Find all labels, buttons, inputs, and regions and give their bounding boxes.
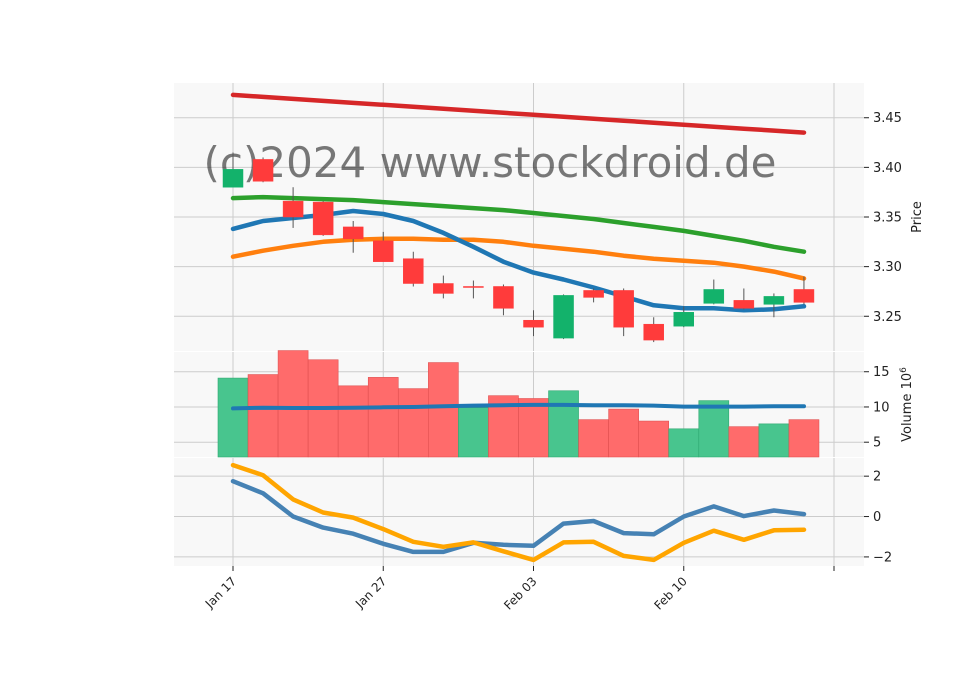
volume-bar [277,350,309,458]
x-tick-label: Jan 17 [202,574,239,611]
candle-up [553,295,574,339]
volume-axis-label: Volume 106 [899,367,915,442]
y-tick-label: 2 [873,470,881,485]
volume-axis-exponent: 6 [899,367,909,373]
candle-down [312,201,334,236]
y-tick-label: 3.35 [873,211,902,226]
price-axis-label: Price [910,201,925,233]
volume-bar [518,398,549,458]
y-tick-label: 3.45 [873,111,902,126]
candle-down [733,300,755,309]
candle-down [282,200,304,218]
price-plot [222,92,815,343]
x-tick-label: Feb 10 [651,574,689,612]
candle-up [673,312,694,327]
volume-bar [668,428,700,458]
volume-bar [578,419,609,458]
volume-bar [337,385,369,458]
candle-down [342,226,364,240]
y-tick-label: 5 [873,436,881,451]
x-tick-label: Feb 03 [501,574,539,612]
signal-line [230,462,807,563]
y-tick-label: 0 [873,510,881,525]
volume-bar [217,377,249,458]
y-tick-label: −2 [873,550,892,565]
volume-bar [728,426,760,458]
volume-bar [247,374,279,458]
y-tick-label: 10 [873,400,890,415]
candle-down [523,319,544,328]
candle-down [433,283,454,294]
candle-down [373,240,394,262]
volume-bar [788,419,820,458]
candle-down [463,286,484,288]
volume-bar [397,388,429,458]
volume-bar [638,420,670,458]
watermark: (c)2024 www.stockdroid.de [204,138,777,187]
y-tick-label: 15 [873,365,890,380]
volume-average-line [231,402,806,411]
volume-bar [608,408,639,458]
volume-bar [367,377,399,458]
candle-down [493,286,514,309]
indicator-plot [230,462,807,563]
x-tick-label: Jan 27 [352,574,389,611]
moving-average-line [230,236,807,281]
candle-down [793,289,815,303]
y-tick-label: 3.25 [873,310,902,325]
candle-up [703,289,725,304]
volume-plot [217,350,820,458]
macd-line [230,478,807,555]
moving-average-line [230,194,807,254]
candle-up [222,169,244,188]
candle-down [252,159,274,182]
y-tick-label: 3.40 [873,161,902,176]
volume-bar [458,407,489,458]
volume-bar [548,390,579,458]
candle-down [613,290,634,328]
candle-down [403,258,424,284]
volume-bar [758,423,790,458]
candle-down [583,290,604,298]
y-tick-label: 3.30 [873,260,902,275]
candle-down [643,323,664,341]
moving-average-line [230,92,807,135]
volume-bar [428,362,459,458]
candle-up [763,296,785,305]
volume-bar [698,400,730,458]
